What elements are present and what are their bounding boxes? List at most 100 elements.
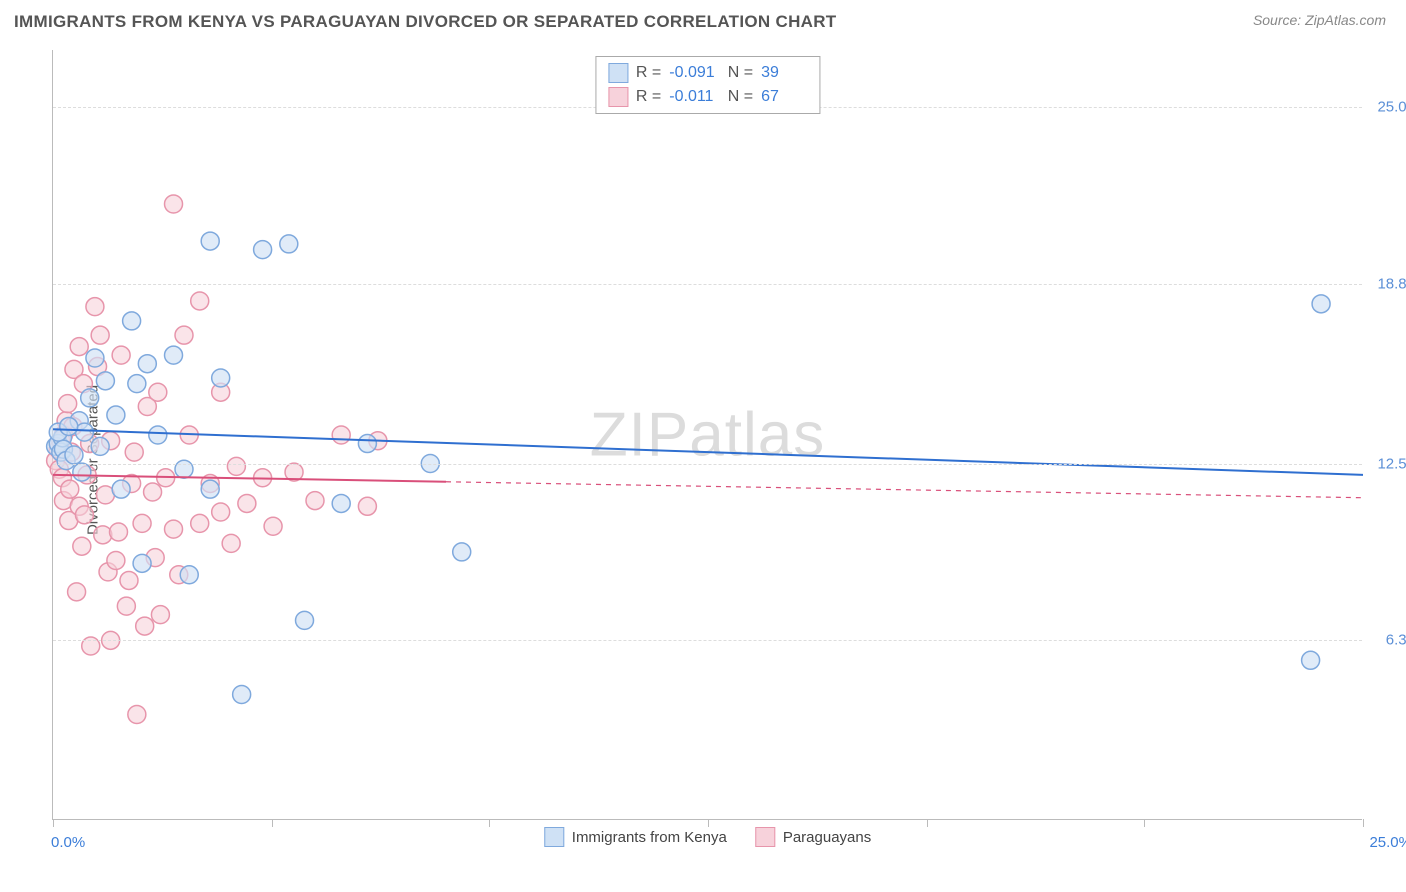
data-point-kenya — [86, 349, 104, 367]
n-label: N = — [723, 64, 753, 82]
data-point-para — [75, 506, 93, 524]
data-point-para — [120, 571, 138, 589]
data-point-kenya — [128, 375, 146, 393]
legend-row-kenya: R = -0.091 N = 39 — [608, 61, 807, 85]
data-point-para — [149, 383, 167, 401]
data-point-kenya — [201, 480, 219, 498]
data-point-kenya — [133, 554, 151, 572]
data-point-para — [61, 480, 79, 498]
data-point-para — [59, 395, 77, 413]
data-point-para — [133, 514, 151, 532]
xtick — [489, 819, 490, 827]
data-point-para — [91, 326, 109, 344]
data-point-kenya — [123, 312, 141, 330]
data-point-kenya — [280, 235, 298, 253]
scatter-plot: ZIPatlas R = -0.091 N = 39 R = -0.011 N … — [52, 50, 1362, 820]
data-point-kenya — [453, 543, 471, 561]
data-point-kenya — [1302, 651, 1320, 669]
data-point-kenya — [180, 566, 198, 584]
legend-row-para: R = -0.011 N = 67 — [608, 85, 807, 109]
data-point-kenya — [201, 232, 219, 250]
data-point-para — [151, 606, 169, 624]
ytick-label: 25.0% — [1377, 99, 1406, 116]
data-point-kenya — [254, 241, 272, 259]
data-point-para — [125, 443, 143, 461]
data-point-kenya — [96, 372, 114, 390]
xtick — [53, 819, 54, 827]
data-point-kenya — [65, 446, 83, 464]
regression-line-dashed-para — [446, 482, 1363, 498]
data-point-para — [112, 346, 130, 364]
data-point-para — [136, 617, 154, 635]
data-point-para — [175, 326, 193, 344]
data-point-kenya — [91, 437, 109, 455]
data-point-para — [222, 534, 240, 552]
data-point-kenya — [358, 435, 376, 453]
data-point-para — [117, 597, 135, 615]
r-value-para: -0.011 — [669, 88, 715, 106]
data-point-kenya — [332, 494, 350, 512]
data-point-para — [165, 520, 183, 538]
data-point-para — [68, 583, 86, 601]
legend-series: Immigrants from Kenya Paraguayans — [544, 827, 871, 847]
legend-stats: R = -0.091 N = 39 R = -0.011 N = 67 — [595, 56, 820, 114]
gridline — [53, 284, 1362, 285]
xtick — [927, 819, 928, 827]
xtick — [1144, 819, 1145, 827]
r-label: R = — [636, 88, 661, 106]
legend-label-para: Paraguayans — [783, 829, 871, 846]
data-point-kenya — [296, 611, 314, 629]
gridline — [53, 464, 1362, 465]
data-point-kenya — [165, 346, 183, 364]
swatch-kenya — [608, 63, 628, 83]
xtick — [1363, 819, 1364, 827]
swatch-kenya-icon — [544, 827, 564, 847]
x-min-label: 0.0% — [51, 834, 85, 851]
swatch-para-icon — [755, 827, 775, 847]
chart-title: IMMIGRANTS FROM KENYA VS PARAGUAYAN DIVO… — [14, 12, 837, 32]
data-point-para — [165, 195, 183, 213]
data-point-para — [238, 494, 256, 512]
ytick-label: 12.5% — [1377, 455, 1406, 472]
chart-area: Divorced or Separated ZIPatlas R = -0.09… — [30, 50, 1390, 870]
data-point-para — [128, 705, 146, 723]
legend-item-kenya: Immigrants from Kenya — [544, 827, 727, 847]
data-point-para — [110, 523, 128, 541]
n-label: N = — [723, 88, 753, 106]
data-point-para — [107, 551, 125, 569]
data-point-para — [191, 514, 209, 532]
regression-line-para — [53, 475, 446, 482]
data-point-para — [227, 457, 245, 475]
gridline — [53, 640, 1362, 641]
data-point-kenya — [1312, 295, 1330, 313]
data-point-para — [358, 497, 376, 515]
header: IMMIGRANTS FROM KENYA VS PARAGUAYAN DIVO… — [0, 0, 1406, 40]
data-point-kenya — [73, 463, 91, 481]
data-point-kenya — [138, 355, 156, 373]
regression-line-kenya — [53, 429, 1363, 475]
data-point-para — [191, 292, 209, 310]
legend-label-kenya: Immigrants from Kenya — [572, 829, 727, 846]
xtick — [708, 819, 709, 827]
data-point-para — [212, 503, 230, 521]
data-point-para — [73, 537, 91, 555]
data-point-kenya — [107, 406, 125, 424]
data-point-para — [86, 298, 104, 316]
data-point-kenya — [212, 369, 230, 387]
legend-item-para: Paraguayans — [755, 827, 871, 847]
data-point-para — [94, 526, 112, 544]
data-point-kenya — [233, 686, 251, 704]
data-point-para — [332, 426, 350, 444]
data-point-kenya — [81, 389, 99, 407]
ytick-label: 18.8% — [1377, 275, 1406, 292]
r-label: R = — [636, 64, 661, 82]
data-point-para — [70, 338, 88, 356]
n-value-para: 67 — [761, 88, 807, 106]
n-value-kenya: 39 — [761, 64, 807, 82]
data-point-kenya — [60, 417, 78, 435]
xtick — [272, 819, 273, 827]
swatch-para — [608, 87, 628, 107]
x-max-label: 25.0% — [1369, 834, 1406, 851]
r-value-kenya: -0.091 — [669, 64, 715, 82]
source-label: Source: ZipAtlas.com — [1253, 12, 1386, 28]
